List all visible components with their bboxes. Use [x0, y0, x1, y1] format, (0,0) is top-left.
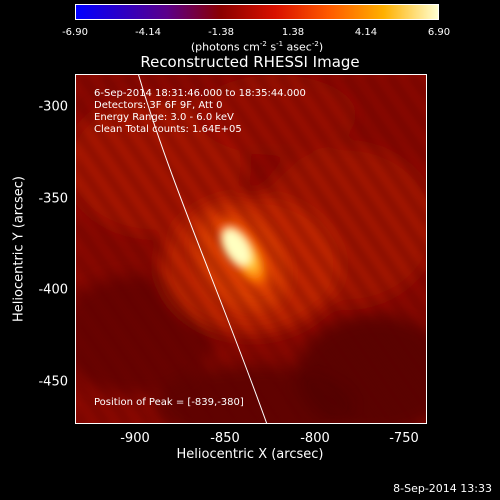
x-tick-label: -850: [210, 431, 240, 446]
y-tick-label: -300: [38, 99, 68, 115]
y-tick-label: -400: [38, 282, 68, 298]
y-axis-label: Heliocentric Y (arcsec): [11, 176, 27, 322]
timestamp: 8-Sep-2014 13:33: [393, 482, 492, 495]
flare-source: [213, 210, 275, 296]
clean-counts-text: Clean Total counts: 1.64E+05: [94, 124, 242, 135]
time-range-text: 6-Sep-2014 18:31:46.000 to 18:35:44.000: [94, 88, 306, 99]
y-tick-label: -350: [38, 191, 68, 207]
detectors-text: Detectors: 3F 6F 9F, Att 0: [94, 100, 223, 111]
colorbar-tick-label: -6.90: [62, 27, 88, 38]
x-axis-label: Heliocentric X (arcsec): [176, 447, 324, 462]
colorbar-unit-label: (photons cm-2 s-1 asec-2): [190, 40, 324, 54]
x-tick-label: -750: [389, 431, 419, 446]
x-tick-label: -800: [300, 431, 330, 446]
solar-limb-line: [138, 75, 268, 423]
colorbar-tick-label: 1.38: [281, 27, 305, 38]
rhessi-image-canvas: [76, 75, 426, 423]
energy-range-text: Energy Range: 3.0 - 6.0 keV: [94, 112, 234, 123]
y-tick-label: -450: [38, 374, 68, 390]
plot-title: Reconstructed RHESSI Image: [140, 53, 360, 71]
peak-position-text: Position of Peak = [-839,-380]: [94, 397, 244, 408]
colorbar-tick-label: 4.14: [354, 27, 378, 38]
colorbar: [75, 4, 439, 20]
x-tick-label: -900: [120, 431, 150, 446]
rhessi-image: [75, 74, 427, 424]
colorbar-tick-label: 6.90: [427, 27, 451, 38]
colorbar-tick-label: -1.38: [208, 27, 234, 38]
colorbar-tick-label: -4.14: [135, 27, 161, 38]
